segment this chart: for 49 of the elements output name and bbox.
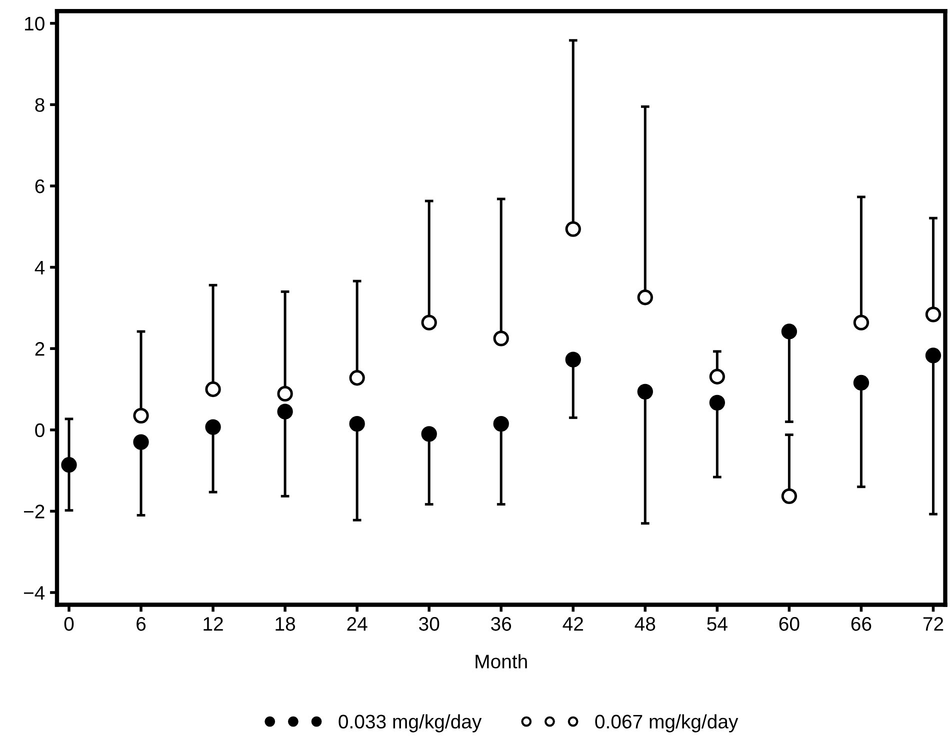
point bbox=[565, 352, 581, 368]
x-tick-label: 54 bbox=[707, 617, 728, 631]
x-tick-label: 48 bbox=[634, 617, 656, 631]
point bbox=[853, 374, 870, 391]
legend-label: 0.067 mg/kg/day bbox=[595, 714, 738, 732]
point bbox=[853, 314, 870, 330]
point bbox=[493, 330, 509, 346]
x-tick-label: 12 bbox=[204, 617, 223, 631]
point bbox=[925, 306, 942, 322]
x-tick-label: 66 bbox=[851, 617, 872, 631]
x-tick-label: 6 bbox=[136, 617, 146, 631]
legend-label: 0.033 mg/kg/day bbox=[338, 714, 482, 732]
x-tick-label: 72 bbox=[923, 617, 944, 631]
x-tick-label: 18 bbox=[276, 617, 296, 631]
point bbox=[493, 416, 509, 432]
x-tick-label: 24 bbox=[347, 617, 368, 631]
y-tick-label: 8 bbox=[35, 98, 44, 112]
x-axis-title: Month bbox=[476, 654, 527, 668]
point bbox=[781, 324, 798, 340]
x-tick-label: 60 bbox=[779, 617, 800, 631]
point bbox=[565, 221, 581, 237]
point bbox=[277, 404, 293, 420]
point bbox=[781, 488, 798, 504]
y-tick-label: 4 bbox=[34, 260, 45, 274]
x-tick-label: 0 bbox=[64, 617, 74, 631]
point bbox=[709, 394, 726, 410]
y-tick-label: 0 bbox=[35, 423, 44, 438]
point bbox=[925, 348, 942, 364]
point bbox=[421, 314, 437, 330]
y-tick-label: 6 bbox=[35, 179, 44, 194]
x-tick-label: 42 bbox=[562, 617, 583, 631]
point bbox=[205, 419, 221, 435]
y-tick-label: 2 bbox=[35, 342, 44, 356]
point bbox=[421, 426, 437, 442]
point bbox=[709, 368, 726, 384]
y-tick-label: −2 bbox=[24, 504, 44, 518]
y-tick-label: 10 bbox=[25, 16, 44, 31]
point bbox=[349, 416, 365, 432]
point bbox=[133, 408, 149, 424]
point bbox=[349, 370, 365, 386]
point bbox=[277, 386, 293, 402]
x-tick-label: 30 bbox=[419, 617, 440, 631]
y-tick-label: −4 bbox=[24, 586, 45, 600]
x-tick-label: 36 bbox=[491, 617, 512, 631]
point bbox=[205, 381, 221, 398]
point bbox=[133, 434, 149, 450]
point bbox=[61, 457, 77, 473]
point bbox=[637, 384, 654, 400]
point bbox=[637, 290, 654, 306]
